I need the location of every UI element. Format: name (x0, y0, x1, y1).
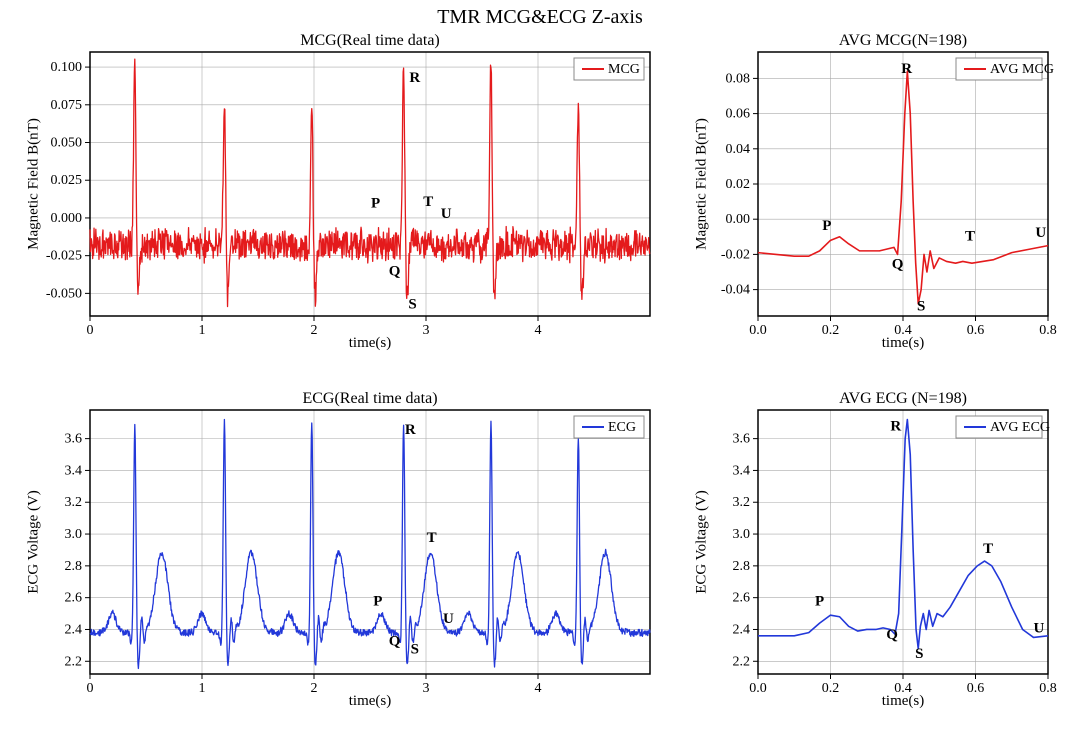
svg-text:0.100: 0.100 (51, 60, 83, 75)
chart-canvas: 0.00.20.40.60.8-0.04-0.020.000.020.040.0… (758, 52, 1048, 316)
svg-text:0: 0 (87, 681, 94, 696)
svg-text:Q: Q (389, 263, 401, 279)
svg-text:2: 2 (311, 681, 318, 696)
chart-canvas: 01234-0.050-0.0250.0000.0250.0500.0750.1… (90, 52, 650, 316)
svg-text:Q: Q (886, 627, 898, 643)
chart-canvas: 0.00.20.40.60.82.22.42.62.83.03.23.43.6P… (758, 410, 1048, 674)
svg-text:0.2: 0.2 (822, 681, 840, 696)
svg-text:-0.050: -0.050 (46, 286, 82, 301)
svg-text:0.0: 0.0 (749, 681, 767, 696)
svg-text:T: T (983, 541, 993, 557)
svg-text:ECG: ECG (608, 420, 636, 435)
svg-text:-0.04: -0.04 (721, 283, 750, 298)
svg-text:-0.02: -0.02 (721, 247, 750, 262)
svg-text:P: P (371, 195, 380, 211)
panel-ecg-realtime: ECG(Real time data) ECG Voltage (V) time… (90, 410, 650, 674)
svg-text:0.04: 0.04 (726, 142, 751, 157)
svg-text:R: R (405, 422, 416, 438)
svg-text:MCG: MCG (608, 62, 640, 77)
svg-text:0.2: 0.2 (822, 323, 840, 338)
svg-text:2.8: 2.8 (65, 559, 83, 574)
svg-text:4: 4 (535, 681, 542, 696)
figure-root: TMR MCG&ECG Z-axis MCG(Real time data) M… (0, 0, 1080, 742)
svg-text:2.2: 2.2 (65, 654, 83, 669)
x-axis-label: time(s) (90, 693, 650, 710)
x-axis-label: time(s) (90, 335, 650, 352)
panel-mcg-realtime: MCG(Real time data) Magnetic Field B(nT)… (90, 52, 650, 316)
main-title: TMR MCG&ECG Z-axis (0, 6, 1080, 29)
svg-text:3.2: 3.2 (733, 495, 751, 510)
svg-text:0.000: 0.000 (51, 211, 83, 226)
svg-text:U: U (1035, 225, 1046, 241)
svg-text:U: U (443, 611, 454, 627)
svg-text:0: 0 (87, 323, 94, 338)
svg-text:0.02: 0.02 (726, 177, 751, 192)
svg-text:0.6: 0.6 (967, 681, 985, 696)
svg-text:0.050: 0.050 (51, 136, 83, 151)
svg-text:R: R (409, 70, 420, 86)
svg-text:3.2: 3.2 (65, 495, 83, 510)
svg-text:Q: Q (892, 256, 904, 272)
y-axis-label: Magnetic Field B(nT) (26, 118, 43, 250)
panel-title: AVG MCG(N=198) (758, 32, 1048, 50)
svg-text:P: P (815, 594, 824, 610)
y-axis-label: ECG Voltage (V) (694, 490, 711, 594)
svg-text:-0.025: -0.025 (46, 249, 82, 264)
svg-text:3.4: 3.4 (733, 463, 751, 478)
panel-title: AVG ECG (N=198) (758, 390, 1048, 408)
chart-canvas: 012342.22.42.62.83.03.23.43.6PQRSTUECG (90, 410, 650, 674)
svg-text:3.0: 3.0 (65, 527, 83, 542)
panel-mcg-avg: AVG MCG(N=198) Magnetic Field B(nT) time… (758, 52, 1048, 316)
svg-text:S: S (411, 641, 419, 657)
svg-text:0.4: 0.4 (894, 323, 912, 338)
svg-text:0.00: 0.00 (726, 212, 751, 227)
svg-text:0.08: 0.08 (726, 71, 751, 86)
svg-text:1: 1 (199, 681, 206, 696)
svg-text:P: P (822, 218, 831, 234)
panel-ecg-avg: AVG ECG (N=198) ECG Voltage (V) time(s) … (758, 410, 1048, 674)
svg-text:2.6: 2.6 (733, 591, 751, 606)
svg-text:P: P (373, 594, 382, 610)
svg-text:Q: Q (389, 633, 401, 649)
y-axis-label: ECG Voltage (V) (26, 490, 43, 594)
svg-text:T: T (427, 530, 437, 546)
svg-text:0.4: 0.4 (894, 681, 912, 696)
svg-text:4: 4 (535, 323, 542, 338)
svg-text:T: T (423, 194, 433, 210)
svg-text:3.6: 3.6 (733, 432, 751, 447)
panel-title: ECG(Real time data) (90, 390, 650, 408)
svg-text:2.6: 2.6 (65, 591, 83, 606)
svg-text:U: U (441, 206, 452, 222)
panel-title: MCG(Real time data) (90, 32, 650, 50)
svg-text:2: 2 (311, 323, 318, 338)
svg-text:S: S (408, 296, 416, 312)
svg-text:AVG ECG: AVG ECG (990, 420, 1050, 435)
svg-text:0.075: 0.075 (51, 98, 83, 113)
svg-text:3: 3 (423, 681, 430, 696)
svg-text:0.06: 0.06 (726, 107, 751, 122)
svg-text:3.0: 3.0 (733, 527, 751, 542)
svg-text:U: U (1034, 621, 1045, 637)
svg-text:3.4: 3.4 (65, 463, 83, 478)
svg-text:0.0: 0.0 (749, 323, 767, 338)
svg-text:2.8: 2.8 (733, 559, 751, 574)
svg-text:1: 1 (199, 323, 206, 338)
svg-text:0.6: 0.6 (967, 323, 985, 338)
svg-text:2.4: 2.4 (65, 622, 83, 637)
svg-text:S: S (915, 646, 923, 662)
svg-text:0.025: 0.025 (51, 173, 83, 188)
svg-text:3: 3 (423, 323, 430, 338)
svg-text:0.8: 0.8 (1039, 323, 1057, 338)
svg-text:T: T (965, 228, 975, 244)
svg-text:AVG MCG: AVG MCG (990, 62, 1054, 77)
svg-text:R: R (901, 61, 912, 77)
svg-text:2.4: 2.4 (733, 622, 751, 637)
svg-text:S: S (917, 299, 925, 315)
svg-text:2.2: 2.2 (733, 654, 751, 669)
svg-text:0.8: 0.8 (1039, 681, 1057, 696)
svg-text:3.6: 3.6 (65, 432, 83, 447)
y-axis-label: Magnetic Field B(nT) (694, 118, 711, 250)
svg-text:R: R (890, 419, 901, 435)
